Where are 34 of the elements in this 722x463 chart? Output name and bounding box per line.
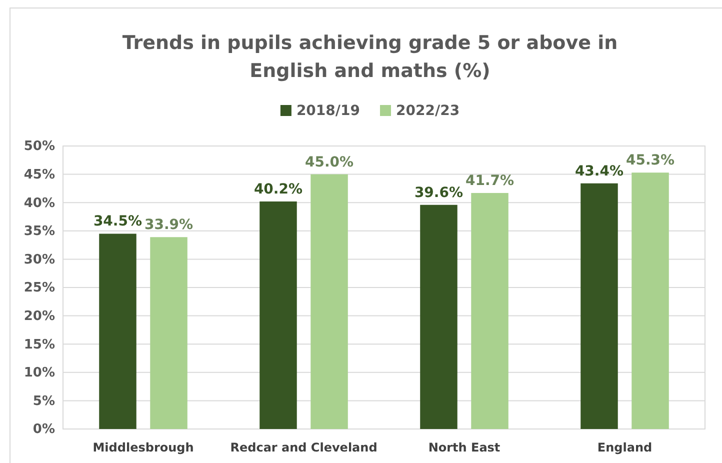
- y-tick-label: 40%: [24, 196, 55, 211]
- data-label: 43.4%: [574, 163, 624, 180]
- legend-label: 2018/19: [296, 103, 360, 119]
- y-tick-label: 0%: [32, 422, 55, 438]
- bar: [632, 172, 669, 429]
- data-label: 39.6%: [414, 184, 464, 201]
- bar: [150, 237, 188, 429]
- y-tick-label: 35%: [24, 224, 55, 240]
- data-label: 33.9%: [144, 217, 194, 234]
- y-tick-label: 50%: [24, 139, 55, 154]
- data-label: 45.0%: [304, 154, 354, 170]
- bar: [580, 183, 618, 429]
- x-tick-label: Middlesbrough: [92, 440, 194, 455]
- y-tick-label: 30%: [24, 252, 55, 268]
- data-label: 41.7%: [465, 172, 514, 189]
- y-tick-label: 20%: [24, 308, 55, 324]
- legend-label: 2022/23: [396, 103, 460, 119]
- bar: [99, 234, 136, 429]
- y-tick-label: 45%: [24, 167, 55, 182]
- y-tick-label: 10%: [24, 366, 55, 381]
- y-tick-label: 5%: [32, 394, 55, 409]
- bar: [420, 204, 458, 429]
- data-label: 34.5%: [93, 214, 142, 230]
- x-tick-label: England: [597, 440, 652, 455]
- x-tick-label: North East: [428, 440, 500, 455]
- data-label: 40.2%: [254, 181, 303, 198]
- y-tick-label: 15%: [24, 337, 55, 352]
- data-label: 45.3%: [626, 152, 675, 169]
- bar: [260, 201, 297, 429]
- bar: [310, 174, 348, 429]
- x-tick-label: Redcar and Cleveland: [230, 440, 378, 455]
- y-tick-label: 25%: [24, 280, 55, 296]
- chart-title: Trends in pupils achieving grade 5 or above in English and maths (%): [122, 32, 618, 82]
- bar: [471, 192, 508, 429]
